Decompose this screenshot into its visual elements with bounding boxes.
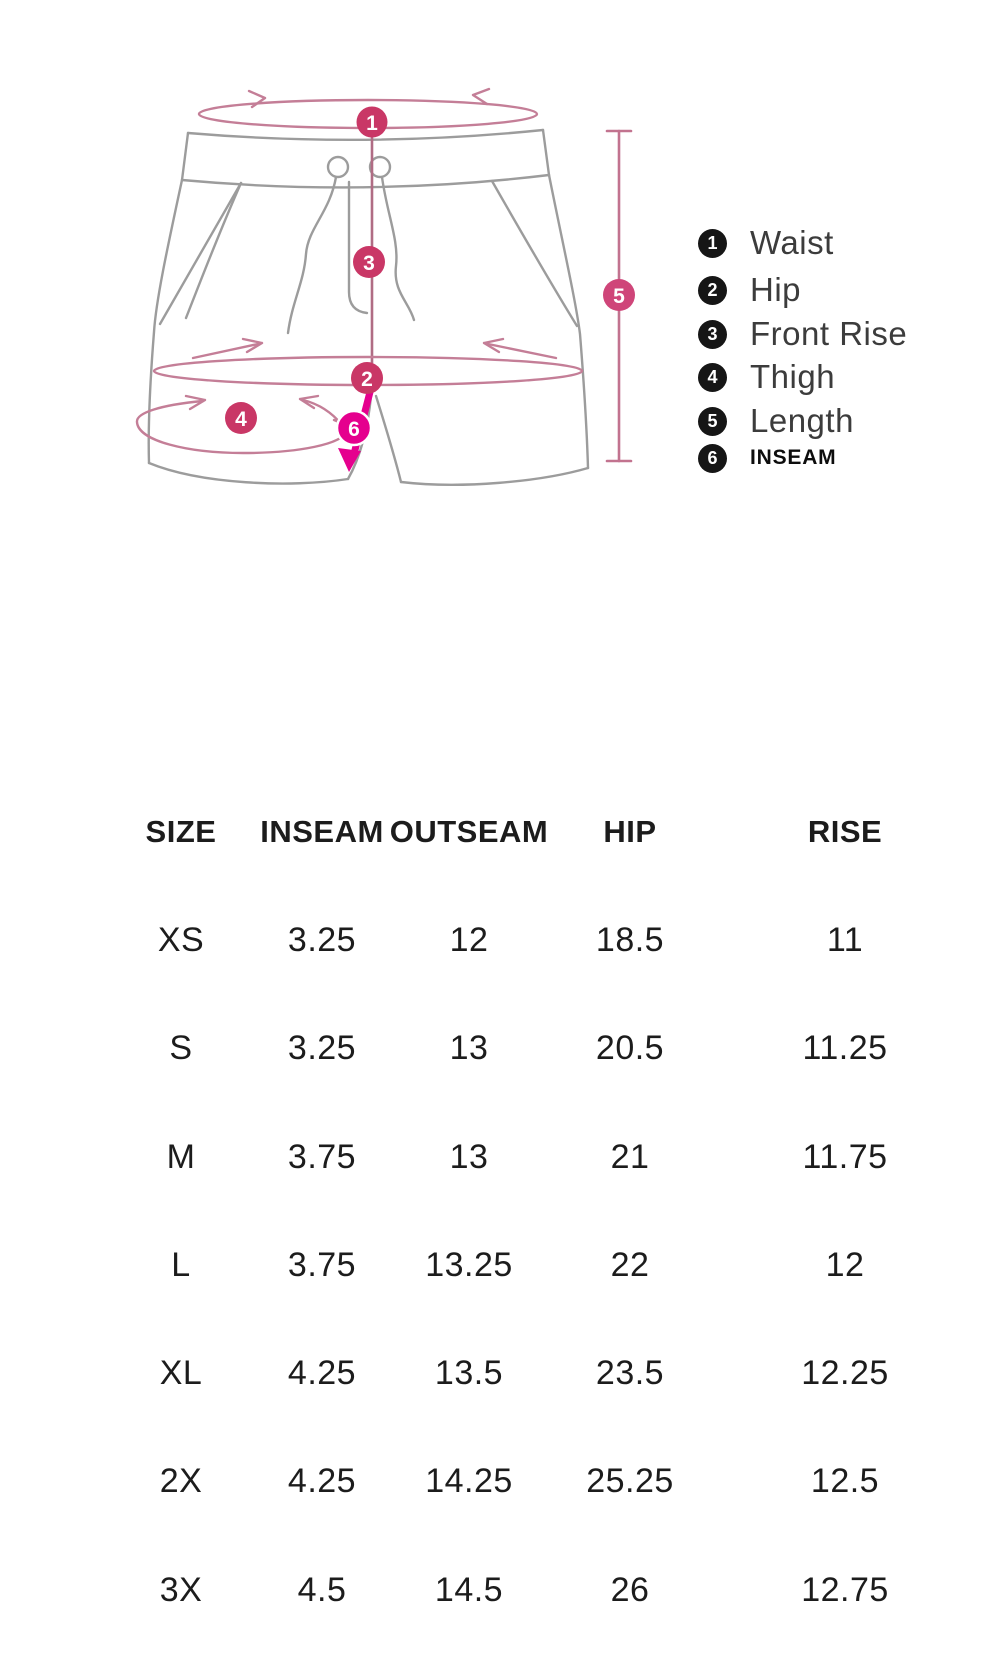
left-pocket-line-2 — [184, 181, 243, 320]
cell-size: M — [166, 1137, 196, 1176]
legend-bullet-2: 2 — [698, 275, 727, 305]
legend-bullet-1: 1 — [698, 228, 727, 258]
cell-rise: 12.25 — [801, 1354, 889, 1393]
cell-hip: 26 — [610, 1570, 650, 1609]
cell-size: L — [171, 1245, 191, 1284]
cell-rise: 12 — [825, 1245, 865, 1284]
cell-size: 2X — [159, 1462, 203, 1501]
cell-rise: 11 — [826, 920, 864, 959]
drawstring-left — [286, 175, 338, 335]
cell-outseam: 13.25 — [425, 1245, 513, 1284]
marker-3-number: 3 — [363, 252, 375, 275]
cell-size: XS — [157, 920, 205, 959]
legend-item-thigh: 4 Thigh — [698, 357, 835, 397]
cell-rise: 12.75 — [801, 1570, 889, 1609]
table-row-xs: XS 3.25 12 18.5 11 — [96, 886, 990, 994]
cell-inseam: 3.25 — [287, 1029, 357, 1068]
cell-inseam: 3.75 — [287, 1245, 357, 1284]
cell-inseam: 3.75 — [287, 1137, 357, 1176]
legend-bullet-3: 3 — [698, 319, 727, 349]
cell-rise: 11.75 — [802, 1137, 888, 1176]
table-row-3x: 3X 4.5 14.5 26 12.75 — [96, 1536, 990, 1644]
marker-circle-5 — [603, 279, 635, 311]
legend-label-hip: Hip — [750, 271, 802, 308]
drawstring-right — [380, 175, 416, 322]
legend-item-front-rise: 3 Front Rise — [698, 314, 907, 354]
marker-2-number: 2 — [361, 368, 373, 391]
legend-label-front-rise: Front Rise — [750, 315, 908, 352]
marker-circle-1 — [356, 106, 388, 138]
cell-hip: 21 — [610, 1137, 650, 1176]
table-row-2x: 2X 4.25 14.25 25.25 12.5 — [96, 1428, 990, 1536]
column-header-rise: RISE — [807, 814, 883, 850]
cell-size: XL — [159, 1354, 203, 1393]
cell-inseam: 4.25 — [287, 1462, 357, 1501]
legend-item-hip: 2 Hip — [698, 270, 801, 310]
cell-outseam: 13 — [449, 1137, 489, 1176]
legend-bullet-6: 6 — [698, 443, 727, 473]
marker-circle-3 — [353, 246, 385, 278]
legend-label-length: Length — [750, 402, 854, 439]
legend-item-length: 5 Length — [698, 401, 854, 441]
marker-circle-2 — [351, 362, 383, 394]
cell-outseam: 13.5 — [434, 1354, 504, 1393]
grommet-right — [368, 155, 392, 179]
cell-size: S — [169, 1029, 193, 1068]
table-header-row: SIZE INSEAM OUTSEAM HIP RISE — [96, 778, 990, 886]
marker-1-number: 1 — [366, 112, 378, 135]
column-header-hip: HIP — [603, 814, 657, 850]
column-header-size: SIZE — [145, 814, 217, 850]
cell-outseam: 14.25 — [425, 1462, 513, 1501]
cell-outseam: 12 — [449, 920, 489, 959]
legend-label-thigh: Thigh — [750, 358, 836, 395]
right-pocket-line — [490, 179, 579, 328]
legend-bullet-5: 5 — [698, 406, 727, 436]
legend-label-waist: Waist — [750, 224, 834, 261]
cell-hip: 22 — [610, 1245, 650, 1284]
table-row-xl: XL 4.25 13.5 23.5 12.25 — [96, 1319, 990, 1427]
cell-outseam: 13 — [449, 1029, 489, 1068]
marker-5-number: 5 — [613, 285, 625, 308]
cell-hip: 20.5 — [595, 1029, 665, 1068]
legend: 1 Waist 2 Hip 3 Front Rise 4 Thigh 5 Len… — [698, 0, 978, 520]
cell-outseam: 14.5 — [434, 1570, 504, 1609]
left-pocket-line — [158, 181, 243, 326]
size-table: SIZE INSEAM OUTSEAM HIP RISE XS 3.25 12 … — [96, 778, 990, 1644]
column-header-inseam: INSEAM — [260, 814, 384, 850]
legend-label-inseam: INSEAM — [750, 446, 837, 469]
garment-outline — [147, 128, 590, 486]
marker-circles: 1 3 2 4 5 6 — [225, 106, 635, 447]
shorts-diagram: 1 3 2 4 5 6 — [135, 87, 635, 486]
cell-hip: 18.5 — [595, 920, 665, 959]
table-row-s: S 3.25 13 20.5 11.25 — [96, 995, 990, 1103]
marker-6-number: 6 — [348, 418, 360, 441]
grommet-left — [326, 155, 350, 179]
marker-circle-6 — [335, 409, 373, 447]
fly-line — [347, 180, 369, 315]
cell-rise: 12.5 — [810, 1462, 880, 1501]
legend-item-inseam: 6 INSEAM — [698, 438, 836, 478]
marker-4-number: 4 — [235, 408, 247, 431]
cell-rise: 11.25 — [802, 1029, 888, 1068]
cell-inseam: 4.5 — [297, 1570, 347, 1609]
cell-hip: 25.25 — [586, 1462, 674, 1501]
marker-circle-4 — [225, 402, 257, 434]
legend-bullet-4: 4 — [698, 362, 727, 392]
cell-inseam: 3.25 — [287, 920, 357, 959]
cell-hip: 23.5 — [595, 1354, 665, 1393]
legend-item-waist: 1 Waist — [698, 223, 834, 263]
cell-inseam: 4.25 — [287, 1354, 357, 1393]
table-row-l: L 3.75 13.25 22 12 — [96, 1211, 990, 1319]
cell-size: 3X — [159, 1570, 203, 1609]
column-header-outseam: OUTSEAM — [389, 814, 549, 850]
table-row-m: M 3.75 13 21 11.75 — [96, 1103, 990, 1211]
